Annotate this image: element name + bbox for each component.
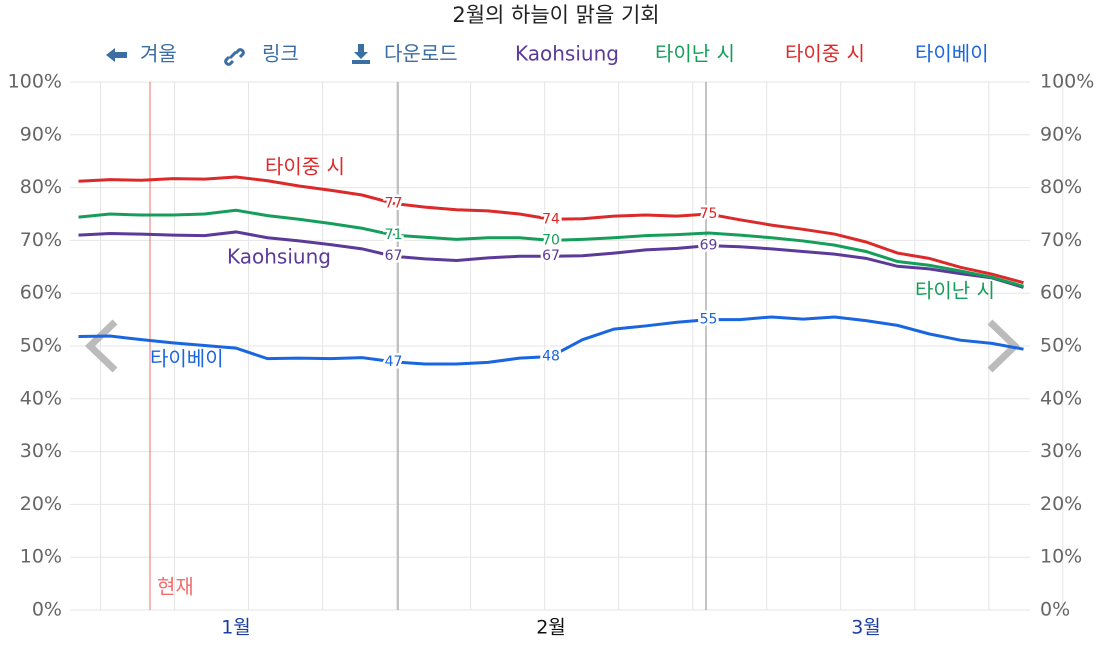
series-line — [78, 230, 1024, 289]
y-tick-label: 70% — [20, 229, 62, 251]
data-label: 55 — [700, 312, 718, 328]
y-tick-label: 10% — [20, 546, 62, 568]
y-tick-label-right: 70% — [1040, 229, 1082, 251]
data-label: 48 — [542, 349, 560, 365]
data-label: 77 — [385, 195, 403, 211]
y-tick-label-right: 0% — [1040, 599, 1070, 621]
data-label: 75 — [700, 206, 718, 222]
y-tick-label-right: 60% — [1040, 282, 1082, 304]
y-tick-label-right: 20% — [1040, 493, 1082, 515]
y-tick-label-right: 90% — [1040, 123, 1082, 145]
legend-entry: Kaohsiung — [515, 42, 619, 66]
data-label: 67 — [385, 248, 403, 264]
y-tick-label-right: 40% — [1040, 387, 1082, 409]
y-tick-label-right: 10% — [1040, 546, 1082, 568]
data-label: 67 — [542, 248, 560, 264]
y-tick-label: 80% — [20, 176, 62, 198]
toolbar-winter[interactable]: 겨울 — [140, 42, 177, 66]
series-label: 타이중 시 — [265, 155, 345, 179]
data-label: 69 — [700, 238, 718, 254]
y-tick-label: 30% — [20, 440, 62, 462]
next-arrow[interactable] — [987, 319, 1021, 373]
y-tick-label: 40% — [20, 387, 62, 409]
x-tick-label: 2월 — [536, 617, 566, 639]
legend-entry: 타이난 시 — [655, 42, 735, 66]
y-tick-label: 20% — [20, 493, 62, 515]
y-tick-label: 90% — [20, 123, 62, 145]
y-tick-label: 0% — [32, 599, 62, 621]
toolbar-download[interactable]: 다운로드 — [384, 42, 458, 66]
y-tick-label-right: 100% — [1040, 71, 1094, 93]
series-line — [78, 175, 1024, 285]
y-tick-label-right: 30% — [1040, 440, 1082, 462]
legend-entry: 타이베이 — [915, 42, 989, 66]
x-tick-label: 1월 — [221, 617, 251, 639]
now-label: 현재 — [157, 575, 194, 599]
series-label: 타이난 시 — [915, 279, 995, 303]
data-label: 71 — [385, 227, 403, 243]
data-label: 47 — [385, 354, 403, 370]
y-tick-label-right: 80% — [1040, 176, 1082, 198]
download-icon[interactable] — [352, 44, 370, 64]
legend-entry: 타이중 시 — [785, 42, 865, 66]
series-line — [78, 208, 1024, 288]
link-icon[interactable] — [224, 48, 245, 66]
toolbar-link[interactable]: 링크 — [262, 42, 299, 66]
prev-arrow[interactable] — [84, 319, 118, 373]
y-tick-label: 100% — [8, 71, 62, 93]
y-tick-label-right: 50% — [1040, 335, 1082, 357]
x-tick-label: 3월 — [851, 617, 881, 639]
data-label: 74 — [542, 211, 560, 227]
data-label: 70 — [542, 232, 560, 248]
y-tick-label: 60% — [20, 282, 62, 304]
back-icon[interactable] — [106, 48, 127, 62]
series-label: Kaohsiung — [227, 245, 331, 269]
y-tick-label: 50% — [20, 335, 62, 357]
series-line — [78, 315, 1024, 366]
series-label: 타이베이 — [150, 347, 224, 371]
chart-title: 2월의 하늘이 맑을 기회 — [452, 3, 659, 27]
